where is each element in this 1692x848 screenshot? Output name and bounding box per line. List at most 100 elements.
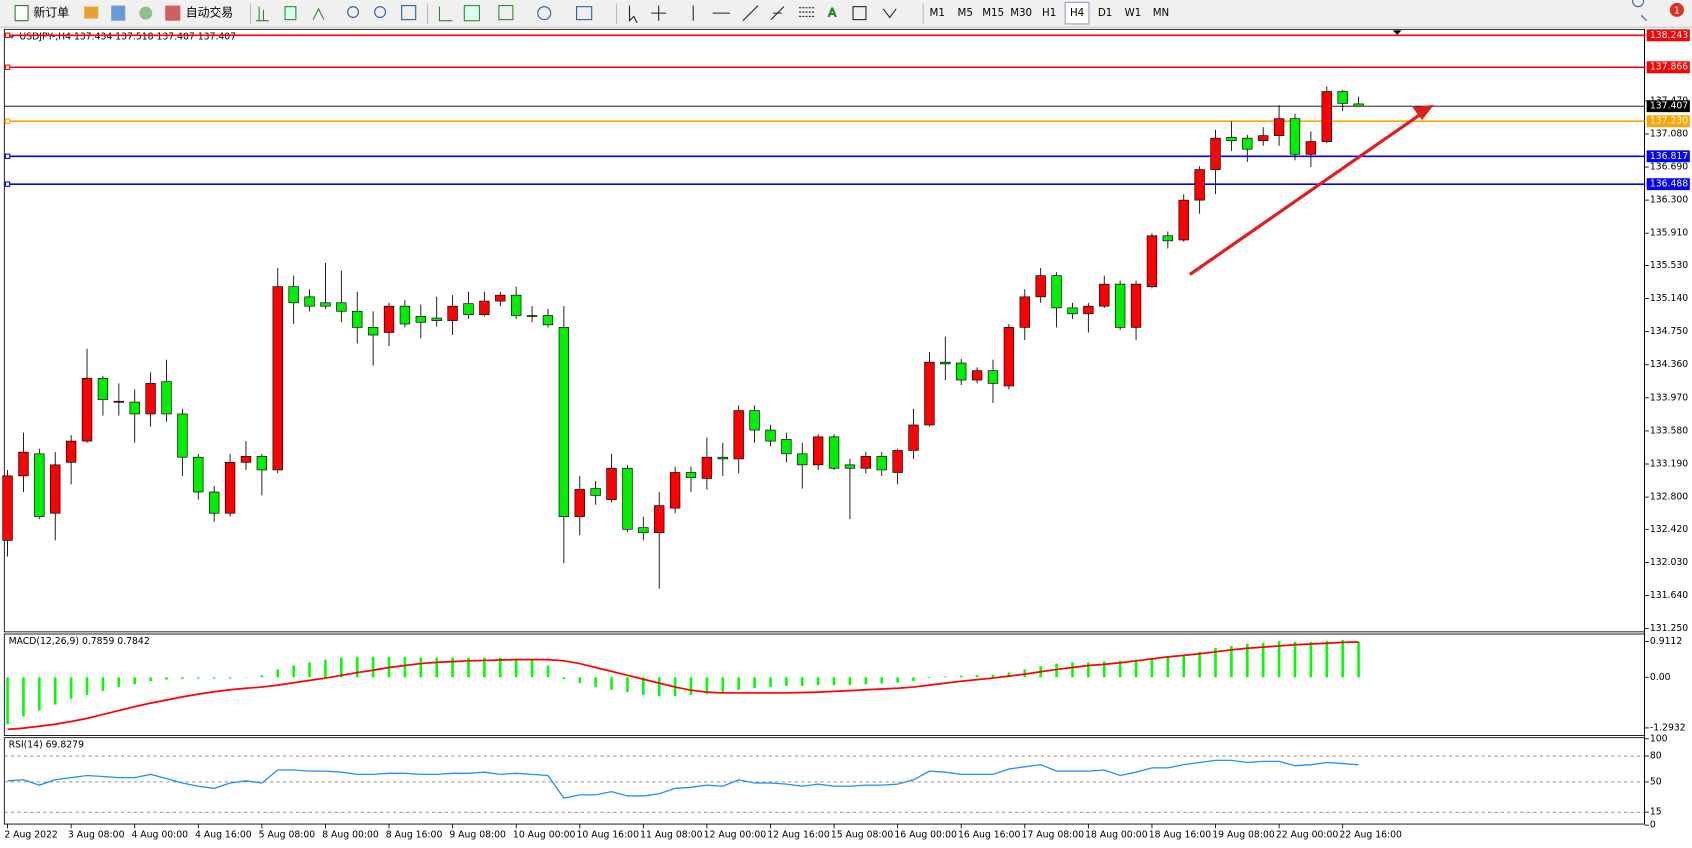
trend-arrow bbox=[1188, 111, 1425, 276]
candle-body bbox=[1067, 307, 1078, 315]
candle-body bbox=[272, 286, 283, 471]
x-tick-label: 18 Aug 16:00 bbox=[1149, 829, 1212, 840]
macd-bar bbox=[38, 677, 41, 711]
macd-bar bbox=[1277, 641, 1281, 678]
toolbar-bg bbox=[0, 0, 1692, 28]
bid-label: 137.407 bbox=[1650, 101, 1688, 112]
y-tick-label: 80 bbox=[1650, 751, 1662, 762]
macd-bar bbox=[785, 677, 788, 686]
macd-bar bbox=[101, 677, 105, 691]
y-tick-label: 131.250 bbox=[1650, 623, 1688, 634]
candle-body bbox=[97, 377, 109, 400]
macd-bar bbox=[864, 677, 868, 685]
macd-bar bbox=[832, 677, 836, 686]
icon[interactable] bbox=[111, 5, 126, 21]
macd-bar bbox=[1182, 654, 1186, 678]
icon[interactable] bbox=[139, 6, 153, 20]
timeframe-button[interactable]: MN bbox=[1153, 7, 1170, 19]
macd-bar bbox=[340, 657, 343, 678]
macd-bar bbox=[69, 677, 73, 699]
x-tick-label: 2 Aug 2022 bbox=[4, 829, 57, 840]
candle-body bbox=[1130, 283, 1142, 328]
macd-bar bbox=[546, 665, 550, 678]
candle-body bbox=[1019, 296, 1030, 328]
macd-bar bbox=[22, 677, 25, 717]
macd-bar bbox=[1230, 645, 1233, 678]
candle-body bbox=[193, 456, 204, 493]
timeframe-button[interactable]: W1 bbox=[1125, 7, 1142, 19]
macd-bar bbox=[451, 657, 454, 678]
candle-body bbox=[1083, 305, 1094, 315]
x-tick-label: 5 Aug 08:00 bbox=[259, 829, 316, 840]
candle-body bbox=[860, 456, 872, 469]
timeframe-button[interactable]: H1 bbox=[1042, 7, 1056, 19]
tool-icons[interactable]: A bbox=[255, 5, 897, 24]
trend-arrow-head bbox=[1412, 104, 1434, 121]
candle-body bbox=[1035, 275, 1046, 298]
macd-bar bbox=[530, 659, 534, 678]
new-order-icon[interactable] bbox=[14, 5, 29, 22]
timeframe-button[interactable]: M1 bbox=[930, 7, 945, 19]
price-label-bg bbox=[1646, 150, 1690, 163]
candle-body bbox=[1114, 283, 1126, 328]
candle-body bbox=[177, 413, 188, 458]
macd-bar bbox=[53, 677, 57, 705]
x-tick-label: 18 Aug 00:00 bbox=[1085, 829, 1148, 840]
candle-body bbox=[574, 489, 585, 517]
timeframe-button[interactable]: M15 bbox=[982, 7, 1004, 19]
icon[interactable] bbox=[84, 6, 99, 19]
auto-trading-button[interactable]: 自动交易 bbox=[186, 6, 233, 20]
y-tick-label: 131.640 bbox=[1650, 590, 1688, 601]
candle-body bbox=[638, 527, 649, 534]
price-label-bg bbox=[1646, 61, 1690, 74]
notification-badge[interactable] bbox=[1669, 2, 1684, 17]
rsi-line bbox=[7, 759, 1359, 799]
macd-bar bbox=[1102, 661, 1106, 678]
candle-body bbox=[701, 456, 713, 479]
macd-bar bbox=[626, 677, 629, 693]
price-label-bg bbox=[1646, 178, 1690, 191]
new-order-button[interactable]: 新订单 bbox=[33, 6, 69, 20]
svg-text:A: A bbox=[828, 6, 837, 20]
macd-bar bbox=[1261, 642, 1265, 678]
y-tick-label: 0 bbox=[1650, 820, 1656, 831]
candle-body bbox=[209, 491, 220, 514]
search-icon[interactable] bbox=[1632, 0, 1648, 22]
y-tick-label: 133.970 bbox=[1650, 392, 1688, 403]
auto-trading-icon[interactable] bbox=[165, 5, 181, 21]
y-tick-label: 134.360 bbox=[1650, 359, 1688, 370]
macd-bar bbox=[578, 677, 582, 684]
macd-bar bbox=[1071, 662, 1074, 678]
x-tick-label: 8 Aug 16:00 bbox=[386, 829, 443, 840]
macd-bar bbox=[800, 677, 804, 686]
candle-body bbox=[526, 315, 538, 317]
price-label: 136.817 bbox=[1650, 151, 1688, 162]
timeframe-button[interactable]: H4 bbox=[1070, 7, 1084, 19]
y-tick-label: 136.300 bbox=[1650, 195, 1688, 206]
timeframe-button[interactable]: M30 bbox=[1010, 7, 1032, 19]
candle-body bbox=[1178, 199, 1189, 241]
candle-body bbox=[797, 453, 808, 466]
candle-body bbox=[1003, 327, 1015, 387]
candle-body bbox=[1051, 275, 1062, 309]
candle-body bbox=[50, 464, 61, 514]
macd-bar bbox=[483, 657, 486, 678]
candle-body bbox=[479, 300, 490, 315]
x-tick-label: 19 Aug 08:00 bbox=[1212, 829, 1275, 840]
macd-bar bbox=[196, 677, 200, 679]
y-tick-label: 132.800 bbox=[1650, 492, 1688, 503]
notification-count: 1 bbox=[1674, 5, 1680, 16]
macd-bar bbox=[355, 656, 359, 678]
macd-bar bbox=[419, 657, 423, 678]
candle-body bbox=[924, 361, 935, 426]
macd-bar bbox=[308, 662, 311, 678]
timeframe-button[interactable]: D1 bbox=[1098, 7, 1112, 19]
candle-body bbox=[81, 377, 93, 442]
y-tick-label: 132.030 bbox=[1650, 557, 1688, 568]
macd-bar bbox=[594, 677, 597, 688]
price-label-bg bbox=[1646, 29, 1690, 42]
macd-bar bbox=[991, 674, 995, 678]
timeframe-button[interactable]: M5 bbox=[958, 7, 973, 19]
macd-bar bbox=[912, 677, 915, 682]
price-label: 137.230 bbox=[1650, 116, 1688, 127]
